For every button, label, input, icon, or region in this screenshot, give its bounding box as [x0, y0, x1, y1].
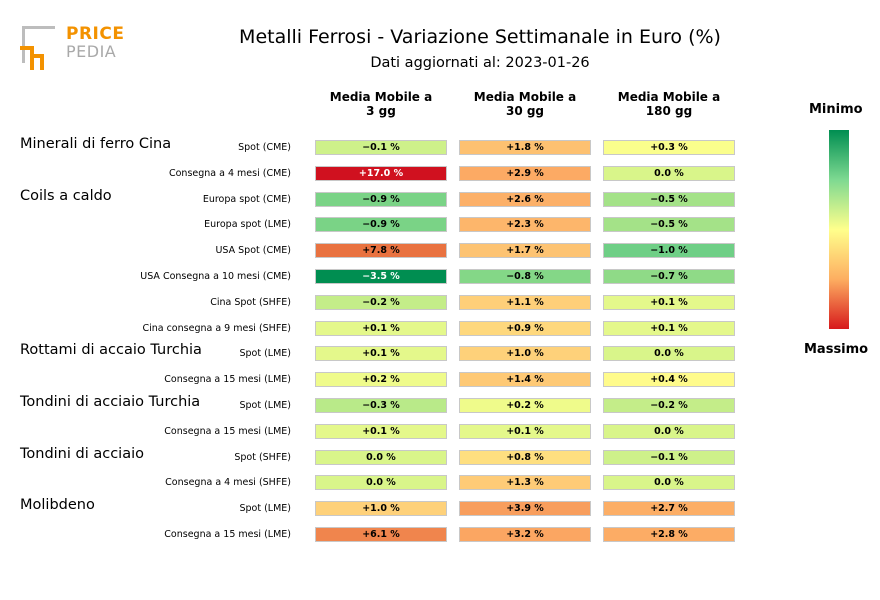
- color-scale-bar: [829, 130, 849, 329]
- heatmap-cell: −0.1 %: [603, 449, 735, 465]
- group-label: Tondini di acciaio: [20, 445, 145, 462]
- logo-mark-stroke: [20, 46, 34, 50]
- row-label: USA Consegna a 10 mesi (CME): [140, 271, 291, 282]
- heatmap-cell: −0.8 %: [459, 269, 591, 284]
- logo-mark-stroke: [30, 46, 34, 70]
- heatmap-cell: 0.0 %: [603, 475, 735, 491]
- heatmap-cell: 0.0 %: [603, 423, 735, 439]
- heatmap-cell: +1.1 %: [459, 294, 591, 310]
- column-header: Media Mobile a 30 gg: [473, 90, 577, 118]
- heatmap-cell: +17.0 %: [315, 165, 447, 181]
- chart-subtitle: Dati aggiornati al: 2023-01-26: [370, 55, 590, 71]
- legend-min-label: Minimo: [809, 102, 863, 117]
- heatmap-cell: +1.4 %: [459, 372, 591, 388]
- logo-mark-outline: [22, 26, 55, 63]
- heatmap-cell: +0.2 %: [459, 398, 591, 413]
- row-label: Consegna a 15 mesi (LME): [164, 529, 291, 540]
- heatmap-cell: +2.6 %: [459, 191, 591, 207]
- heatmap-cell: +0.1 %: [315, 320, 447, 336]
- row-label: Spot (LME): [239, 400, 291, 411]
- logo-text-pedia: PEDIA: [66, 42, 117, 61]
- group-label: Rottami di accaio Turchia: [20, 342, 202, 359]
- group-label: Minerali di ferro Cina: [20, 136, 172, 152]
- heatmap-cell: +6.1 %: [315, 527, 447, 542]
- heatmap-cell: 0.0 %: [603, 346, 735, 362]
- heatmap-cell: −0.2 %: [603, 398, 735, 413]
- row-label: Consegna a 4 mesi (SHFE): [165, 477, 291, 489]
- group-label: Coils a caldo: [20, 187, 112, 204]
- heatmap-cell: −1.0 %: [603, 243, 735, 259]
- legend-max-label: Massimo: [804, 342, 869, 357]
- row-label: Consegna a 4 mesi (CME): [168, 167, 291, 179]
- heatmap-cell: −0.2 %: [315, 294, 447, 310]
- heatmap-cell: +2.9 %: [459, 165, 591, 181]
- heatmap-cell: 0.0 %: [315, 449, 447, 465]
- row-label: Spot (LME): [239, 348, 291, 360]
- chart-title: Metalli Ferrosi - Variazione Settimanale…: [239, 26, 721, 48]
- heatmap-cell: +2.3 %: [459, 217, 591, 233]
- heatmap-cell: +0.1 %: [603, 320, 735, 336]
- row-label: Consegna a 15 mesi (LME): [164, 374, 291, 386]
- heatmap-cell: +1.0 %: [315, 501, 447, 517]
- row-label: Cina consegna a 9 mesi (SHFE): [142, 322, 291, 334]
- row-label: Spot (CME): [238, 142, 291, 153]
- heatmap-cell: +0.1 %: [603, 294, 735, 310]
- group-label: Tondini di acciaio Turchia: [20, 394, 201, 410]
- heatmap-cell: +0.1 %: [315, 346, 447, 362]
- row-label: Cina Spot (SHFE): [210, 296, 291, 308]
- logo-text-price: PRICE: [66, 24, 125, 44]
- row-label: Europa spot (CME): [202, 193, 291, 205]
- row-label: Spot (LME): [239, 503, 291, 515]
- heatmap-cell: −0.1 %: [315, 140, 447, 155]
- heatmap-cell: +0.1 %: [459, 423, 591, 439]
- heatmap-cell: +1.0 %: [459, 346, 591, 362]
- group-label: Molibdeno: [20, 497, 95, 514]
- column-header: Media Mobile a 3 gg: [329, 90, 433, 118]
- heatmap-cell: +0.3 %: [603, 140, 735, 155]
- heatmap-cell: +0.1 %: [315, 423, 447, 439]
- heatmap-cell: −0.5 %: [603, 217, 735, 233]
- heatmap-cell: 0.0 %: [603, 165, 735, 181]
- heatmap-cell: −0.5 %: [603, 191, 735, 207]
- row-label: Spot (SHFE): [234, 451, 291, 463]
- row-label: USA Spot (CME): [215, 245, 291, 257]
- heatmap-cell: +1.3 %: [459, 475, 591, 491]
- row-label: Consegna a 15 mesi (LME): [164, 425, 291, 437]
- heatmap-cell: +7.8 %: [315, 243, 447, 259]
- heatmap-cell: +0.2 %: [315, 372, 447, 388]
- logo-mark-stroke: [40, 54, 44, 70]
- heatmap-cell: +2.7 %: [603, 501, 735, 517]
- logo-mark-stroke: [32, 54, 44, 58]
- heatmap-cell: 0.0 %: [315, 475, 447, 491]
- heatmap-cell: −0.7 %: [603, 269, 735, 284]
- heatmap-cell: +2.8 %: [603, 527, 735, 542]
- pricepedia-logo: PRICE PEDIA: [18, 24, 128, 74]
- heatmap-cell: +3.2 %: [459, 527, 591, 542]
- heatmap-cell: +0.4 %: [603, 372, 735, 388]
- heatmap-cell: −0.3 %: [315, 398, 447, 413]
- heatmap-cell: −3.5 %: [315, 269, 447, 284]
- heatmap-cell: +3.9 %: [459, 501, 591, 517]
- column-header: Media Mobile a 180 gg: [617, 90, 721, 118]
- heatmap-cell: +1.8 %: [459, 140, 591, 155]
- heatmap-cell: +1.7 %: [459, 243, 591, 259]
- row-label: Europa spot (LME): [204, 219, 291, 231]
- heatmap-cell: +0.9 %: [459, 320, 591, 336]
- heatmap-cell: −0.9 %: [315, 217, 447, 233]
- heatmap-cell: −0.9 %: [315, 191, 447, 207]
- heatmap-cell: +0.8 %: [459, 449, 591, 465]
